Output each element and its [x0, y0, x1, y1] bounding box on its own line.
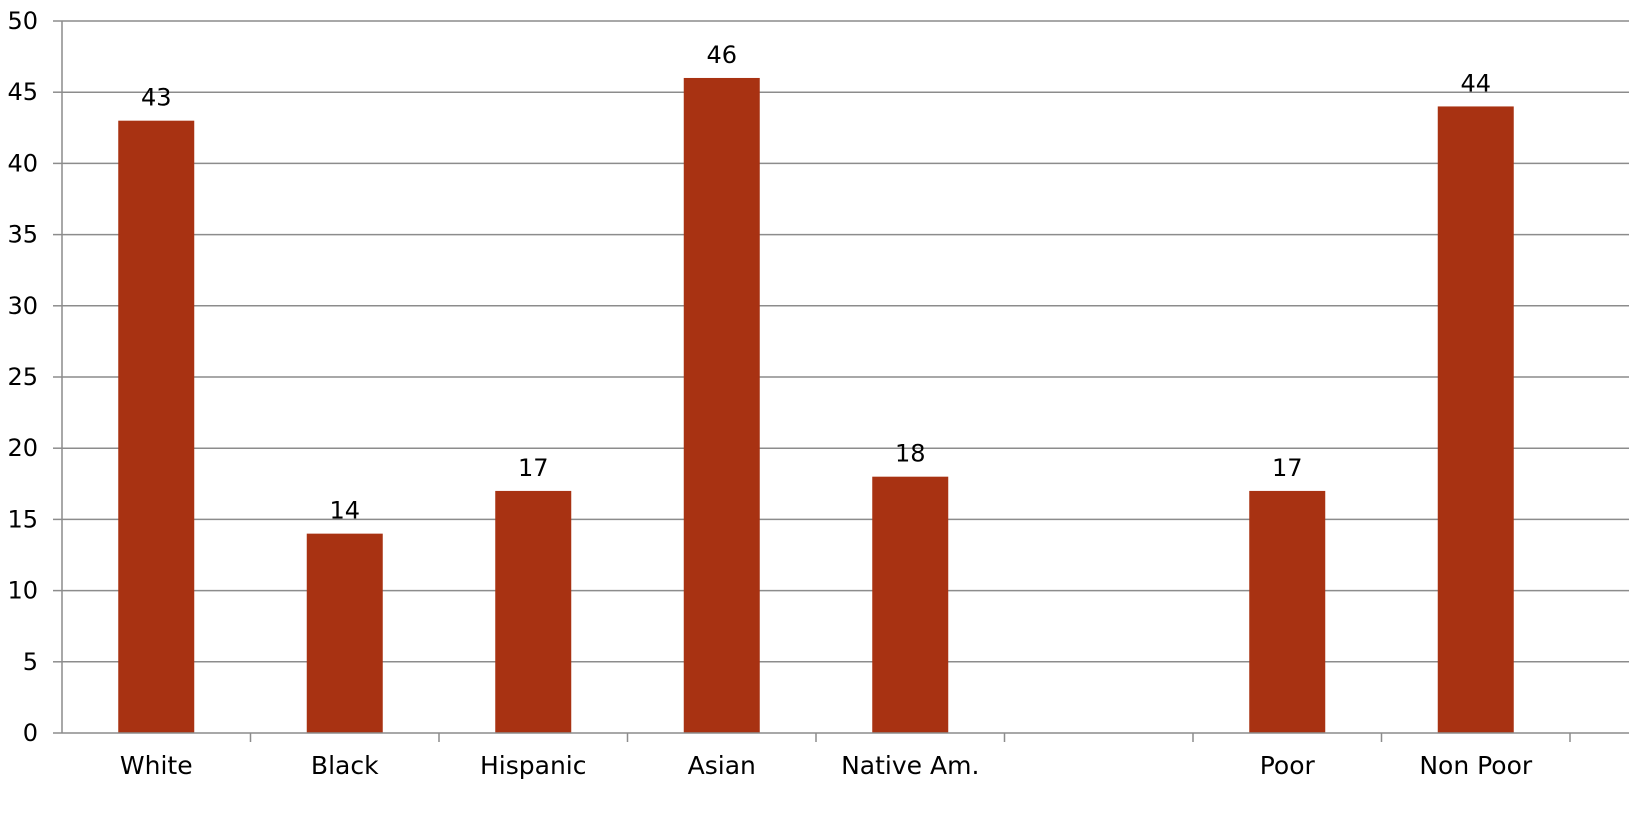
bars: [118, 77, 1514, 734]
data-label: 44: [1460, 69, 1491, 97]
y-tick-label: 10: [7, 577, 38, 605]
y-tick-label: 20: [7, 434, 38, 462]
y-tick-label: 5: [23, 648, 38, 676]
bar: [1249, 490, 1326, 733]
data-label: 17: [518, 454, 549, 482]
data-label: 17: [1272, 454, 1303, 482]
x-category-label: Black: [311, 751, 379, 780]
x-category-label: Poor: [1260, 751, 1316, 780]
x-category-label: Non Poor: [1419, 751, 1533, 780]
bar: [683, 77, 760, 733]
data-label: 46: [706, 41, 737, 69]
bar: [1437, 106, 1514, 733]
y-tick-label: 40: [7, 149, 38, 177]
bar: [872, 476, 949, 733]
x-category-label: White: [120, 751, 193, 780]
y-tick-label: 50: [7, 7, 38, 35]
data-label: 43: [141, 84, 172, 112]
y-tick-label: 0: [23, 719, 38, 747]
x-category-label: Asian: [688, 751, 756, 780]
x-category-label: Native Am.: [841, 751, 979, 780]
y-tick-label: 15: [7, 505, 38, 533]
y-tick-label: 30: [7, 292, 38, 320]
gridlines: [62, 20, 1629, 663]
x-category-label: Hispanic: [480, 751, 587, 780]
data-label: 14: [329, 497, 360, 525]
y-tick-label: 45: [7, 78, 38, 106]
axes: [53, 20, 1629, 742]
bar: [118, 120, 195, 734]
data-label: 18: [895, 440, 926, 468]
bar: [495, 490, 572, 733]
bar: [306, 533, 383, 733]
y-tick-label: 25: [7, 363, 38, 391]
y-tick-label: 35: [7, 221, 38, 249]
labels: 0 5 10 15 20 25 30 35 40 45 50 43 White 14 Black 17 Hisp…: [7, 7, 1532, 780]
